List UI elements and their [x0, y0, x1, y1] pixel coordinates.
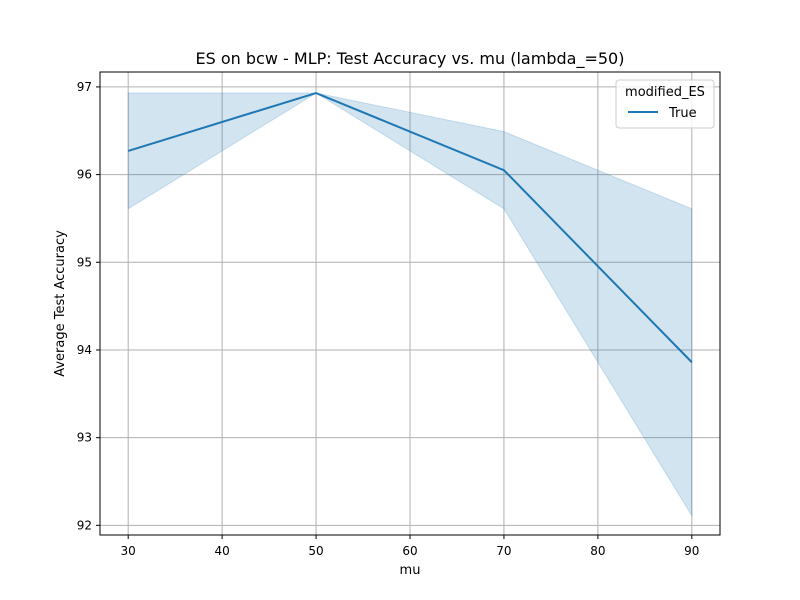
x-tick-label: 70 — [496, 544, 511, 558]
legend-entry-label: True — [668, 106, 697, 121]
legend-title: modified_ES — [625, 85, 705, 100]
y-tick-label: 94 — [77, 343, 92, 357]
legend-box — [615, 79, 715, 129]
chart-title: ES on bcw - MLP: Test Accuracy vs. mu (l… — [196, 49, 625, 69]
x-axis-ticks: 30 40 50 60 70 80 90 — [121, 535, 699, 558]
y-axis-ticks: 92 93 94 95 96 97 — [77, 80, 100, 532]
y-tick-label: 97 — [77, 80, 92, 94]
x-tick-label: 40 — [214, 544, 229, 558]
confidence-band-area — [127, 92, 693, 518]
x-tick-label: 60 — [402, 544, 417, 558]
y-tick-label: 93 — [77, 431, 92, 445]
x-tick-label: 80 — [590, 544, 605, 558]
x-axis-label: mu — [400, 563, 421, 578]
y-tick-label: 96 — [77, 168, 92, 182]
y-tick-label: 92 — [77, 518, 92, 532]
series-line — [127, 91, 693, 363]
series-lines — [127, 91, 693, 363]
x-tick-label: 90 — [684, 544, 699, 558]
legend: modified_ES True — [615, 79, 715, 129]
y-axis-label: Average Test Accuracy — [53, 230, 68, 377]
y-tick-label: 95 — [77, 255, 92, 269]
confidence-band — [127, 92, 693, 518]
x-tick-label: 50 — [308, 544, 323, 558]
x-tick-label: 30 — [121, 544, 136, 558]
